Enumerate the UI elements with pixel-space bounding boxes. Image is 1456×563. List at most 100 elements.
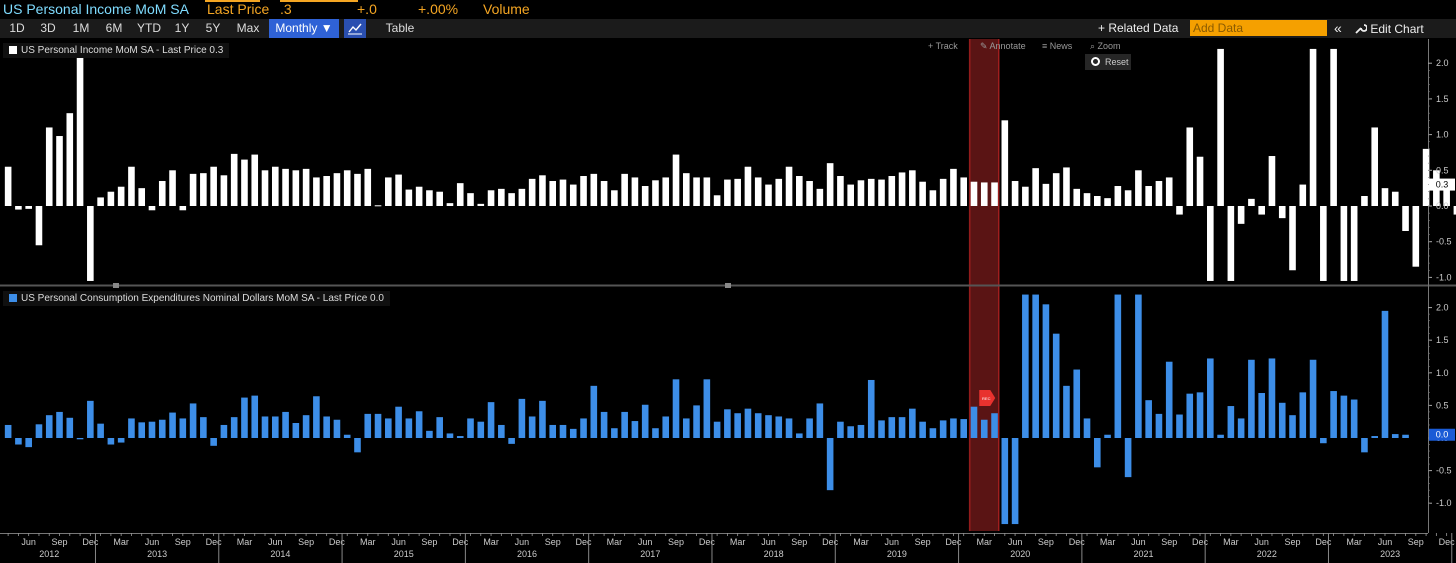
pce-bar <box>97 423 104 438</box>
pce-bar <box>1186 393 1194 438</box>
pce-bar <box>189 403 197 438</box>
x-month-label: Sep <box>421 537 437 547</box>
income-bar <box>1453 206 1456 215</box>
pce-bar <box>1402 434 1409 438</box>
pce-bar <box>35 424 43 438</box>
range-1y-button[interactable]: 1Y <box>174 21 190 35</box>
period-dropdown[interactable]: Monthly ▼ <box>269 19 339 38</box>
income-bar <box>45 127 53 206</box>
income-bar <box>498 188 505 206</box>
y-tick-label: 1.5 <box>1436 335 1449 345</box>
pce-bar <box>87 400 94 438</box>
income-bar <box>1124 190 1132 206</box>
pce-bar <box>158 419 166 438</box>
news-label: News <box>1049 41 1073 51</box>
x-year-label: 2013 <box>147 549 167 559</box>
income-bar <box>939 178 947 206</box>
pce-legend[interactable]: US Personal Consumption Expenditures Nom… <box>3 291 390 306</box>
pce-bar <box>898 417 906 438</box>
pce-bar <box>395 406 402 438</box>
x-month-label: Jun <box>1254 537 1269 547</box>
income-bar <box>446 203 454 206</box>
pce-bar <box>1063 385 1070 438</box>
x-year-label: 2017 <box>640 549 660 559</box>
range-3d-button[interactable]: 3D <box>40 21 56 35</box>
income-bar <box>15 206 22 210</box>
add-data-input[interactable] <box>1190 20 1327 36</box>
income-bar <box>1155 181 1163 206</box>
income-bar <box>220 175 228 206</box>
last-price-label: Last Price <box>207 1 270 17</box>
pce-bar <box>1073 369 1081 438</box>
edit-chart-button[interactable]: Edit Chart <box>1353 19 1453 38</box>
table-view-button[interactable]: Table <box>385 21 415 35</box>
income-legend[interactable]: US Personal Income MoM SA - Last Price 0… <box>3 43 230 58</box>
pce-bar <box>878 420 885 438</box>
pce-bar <box>713 421 721 438</box>
income-bar <box>549 181 557 206</box>
range-max-button[interactable]: Max <box>236 21 260 35</box>
y-tick-label: -0.5 <box>1436 237 1452 247</box>
annotate-button[interactable]: ✎ Annotate <box>980 39 1030 53</box>
pce-bar <box>1320 438 1327 444</box>
pce-bar <box>549 424 557 438</box>
income-bar <box>1350 206 1358 281</box>
x-month-label: Dec <box>576 537 593 547</box>
pce-bar <box>374 413 382 438</box>
volume-label[interactable]: Volume <box>483 1 530 17</box>
income-bar <box>1114 186 1122 206</box>
income-bar <box>837 176 844 206</box>
y-tick-label: -1.0 <box>1436 272 1452 282</box>
x-month-label: Jun <box>885 537 900 547</box>
income-bar <box>765 184 772 206</box>
income-bar <box>919 181 926 206</box>
range-1m-button[interactable]: 1M <box>72 21 90 35</box>
pce-bar <box>230 417 238 438</box>
income-bar <box>1001 120 1009 206</box>
pce-bar <box>1165 361 1173 438</box>
y-tick-label: -1.0 <box>1436 498 1452 508</box>
range-1d-button[interactable]: 1D <box>9 21 25 35</box>
range-ytd-button[interactable]: YTD <box>137 21 161 35</box>
panel-resize-handle <box>113 283 119 288</box>
pce-bar <box>857 424 865 438</box>
news-button[interactable]: ≡ News <box>1042 39 1072 53</box>
income-bar <box>374 205 382 207</box>
x-month-label: Mar <box>607 537 623 547</box>
income-bar <box>775 178 783 206</box>
income-bar <box>611 190 618 206</box>
income-bar <box>528 178 536 206</box>
x-year-label: 2012 <box>39 549 59 559</box>
income-bar <box>960 177 968 206</box>
income-bar <box>724 179 731 206</box>
income-bar <box>569 184 577 206</box>
related-data-button[interactable]: + Related Data <box>1098 21 1179 35</box>
pce-bar <box>1391 434 1399 438</box>
x-month-label: Dec <box>1069 537 1086 547</box>
line-chart-type-button[interactable] <box>344 19 366 38</box>
range-6m-button[interactable]: 6M <box>105 21 123 35</box>
income-bar <box>1268 156 1276 206</box>
pce-bar <box>1083 418 1091 438</box>
x-month-label: Sep <box>52 537 68 547</box>
pce-bar <box>631 421 639 438</box>
price-change-pct: +.00% <box>418 1 459 17</box>
reset-button[interactable]: Reset <box>1085 54 1131 70</box>
income-bar <box>909 170 916 206</box>
track-button[interactable]: + Track <box>928 39 958 53</box>
pce-bar <box>1155 413 1163 438</box>
collapse-panel-button[interactable]: « <box>1334 20 1342 36</box>
income-bar <box>806 181 813 206</box>
range-5y-button[interactable]: 5Y <box>205 21 221 35</box>
security-title[interactable]: US Personal Income MoM SA <box>3 1 189 17</box>
income-bar <box>652 180 659 206</box>
pce-bar <box>1176 414 1183 438</box>
income-bar <box>867 178 875 206</box>
pce-bar <box>724 409 731 438</box>
x-month-label: Dec <box>452 537 469 547</box>
income-bar <box>158 181 166 206</box>
income-bar <box>138 188 146 206</box>
pencil-icon: ✎ <box>980 41 990 51</box>
last-price-value: .3 <box>280 1 292 17</box>
zoom-button[interactable]: ⌕ Zoom <box>1090 39 1130 53</box>
